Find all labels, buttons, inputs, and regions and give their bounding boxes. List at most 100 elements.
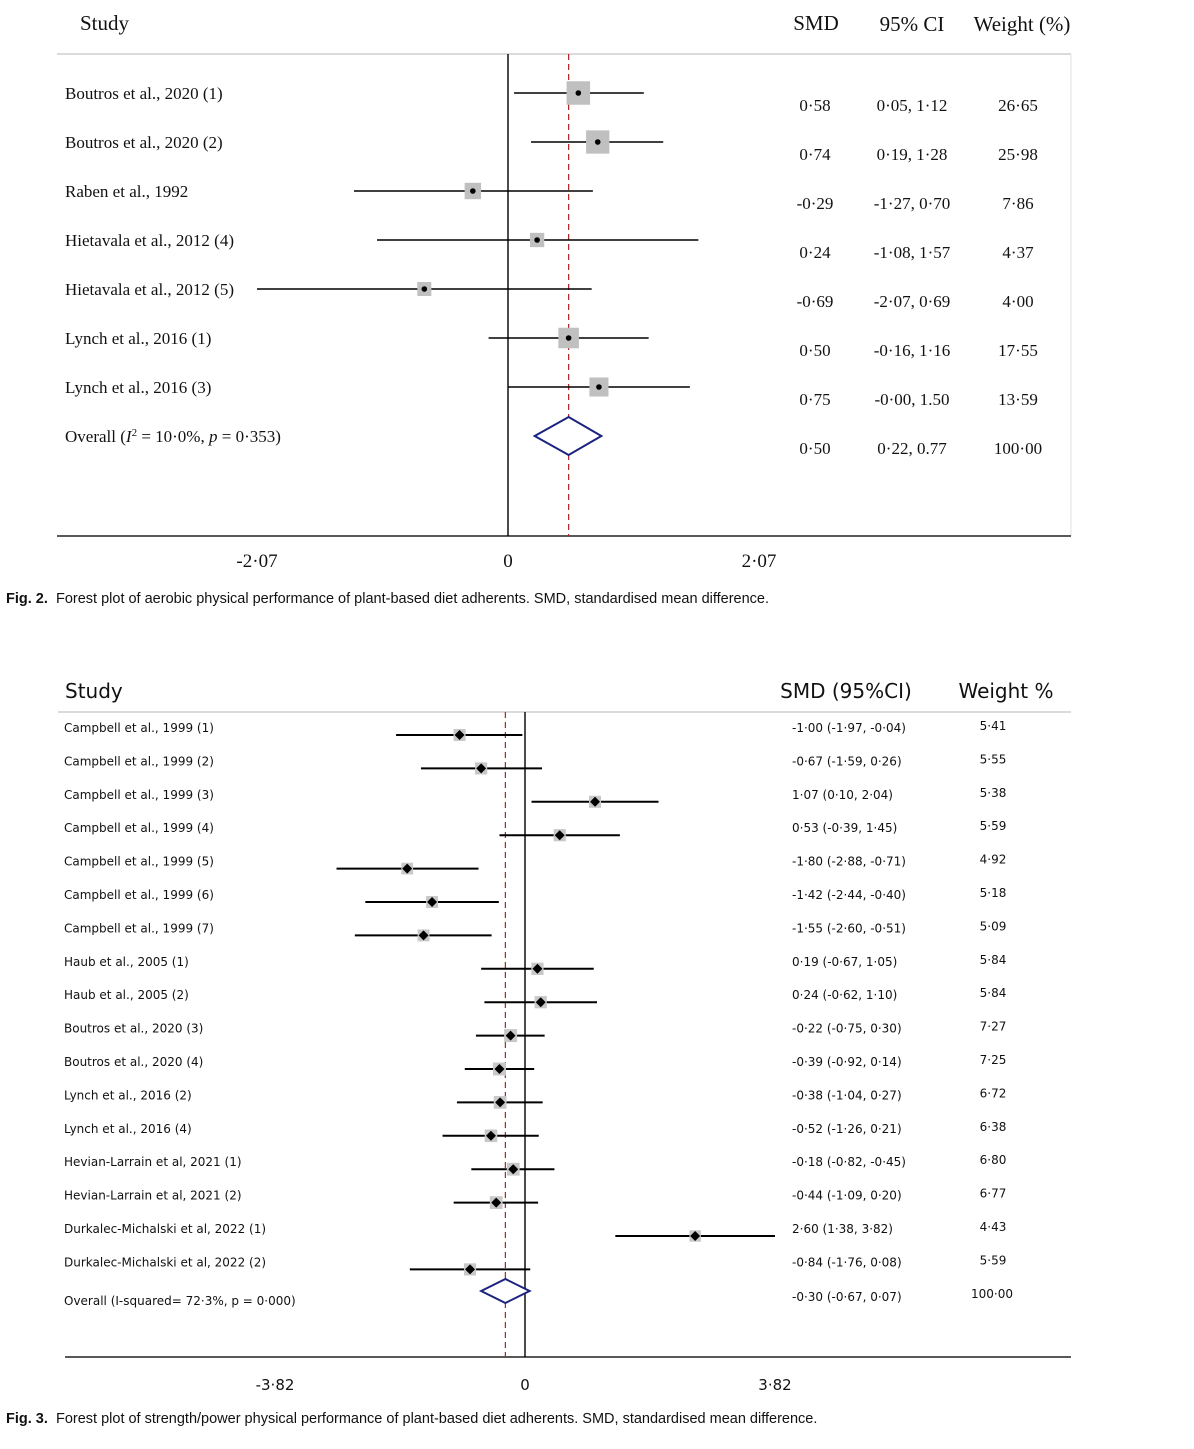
- smd-ci-value: 0·53 (-0·39, 1·45): [792, 821, 897, 835]
- smd-ci-value: -1·55 (-2·60, -0·51): [792, 921, 906, 935]
- point-estimate: [470, 188, 476, 194]
- study-label: Lynch et al., 2016 (2): [64, 1088, 192, 1102]
- weight-value: 5·59: [980, 1253, 1007, 1267]
- point-estimate: [505, 1030, 516, 1041]
- figure-2-text: Forest plot of aerobic physical performa…: [55, 591, 770, 607]
- weight-value: 5·55: [980, 752, 1007, 766]
- x-tick-label: 3·82: [758, 1376, 791, 1394]
- point-estimate: [427, 897, 438, 907]
- header-smd: SMD: [793, 11, 839, 35]
- study-label: Lynch et al., 2016 (3): [65, 378, 211, 397]
- forest-plot-aerobic: Study SMD 95% CI Weight (%) Boutros et al., …: [0, 0, 1194, 600]
- study-label: Boutros et al., 2020 (4): [64, 1055, 203, 1069]
- weight-value: 5·84: [980, 986, 1007, 1000]
- header-study: Study: [80, 11, 130, 35]
- weight-value: 6·72: [980, 1086, 1007, 1100]
- overall-label-part: = 0·353): [217, 427, 280, 446]
- smd-value: 0·75: [799, 390, 830, 409]
- header-study: Study: [65, 679, 123, 703]
- point-estimate: [494, 1064, 505, 1074]
- overall-label: Overall (I-squared= 72·3%, p = 0·000): [64, 1294, 296, 1308]
- overall-label-part: Overall (: [65, 427, 126, 446]
- point-estimate: [590, 796, 601, 807]
- point-estimate: [575, 90, 582, 96]
- study-label: Campbell et al., 1999 (4): [64, 821, 214, 835]
- x-tick-label: -2·07: [236, 551, 277, 572]
- smd-ci-value: -0·22 (-0·75, 0·30): [792, 1022, 902, 1036]
- study-label: Campbell et al., 1999 (6): [64, 888, 214, 902]
- weight-value: 4·92: [980, 853, 1007, 867]
- weight-value: 7·27: [980, 1020, 1007, 1034]
- smd-ci-value: -1·80 (-2·88, -0·71): [792, 855, 906, 869]
- study-label: Lynch et al., 2016 (4): [64, 1122, 192, 1136]
- figure-2-label: Fig. 2.: [6, 591, 48, 607]
- point-estimate: [508, 1164, 519, 1175]
- ci-value: 0·19, 1·28: [877, 145, 948, 164]
- study-label: Haub et al., 2005 (1): [64, 955, 189, 969]
- weight-value: 5·59: [980, 819, 1007, 833]
- overall-label-part: I: [125, 427, 133, 446]
- smd-ci-value: 0·24 (-0·62, 1·10): [792, 988, 897, 1002]
- weight-value: 4·00: [1002, 292, 1033, 311]
- header-weight: Weight (%): [974, 12, 1071, 36]
- study-label: Campbell et al., 1999 (7): [64, 921, 214, 935]
- header-smd-ci: SMD (95%CI): [780, 679, 912, 703]
- weight-value: 4·37: [1002, 243, 1034, 262]
- ci-value: -0·16, 1·16: [874, 341, 950, 360]
- weight-value: 6·80: [980, 1153, 1007, 1167]
- smd-ci-value: -0·52 (-1·26, 0·21): [792, 1122, 902, 1136]
- overall-diamond: [532, 415, 604, 457]
- smd-ci-value: -0·67 (-1·59, 0·26): [792, 754, 902, 768]
- forest-plot-strength-svg: Study SMD (95%CI) Weight % Campbell et al.,…: [58, 679, 1071, 1394]
- ci-value: 0·05, 1·12: [877, 96, 948, 115]
- point-estimate: [465, 1264, 476, 1275]
- overall-smd-ci-value: -0·30 (-0·67, 0·07): [792, 1290, 902, 1304]
- point-estimate: [495, 1097, 506, 1108]
- smd-ci-value: -0·39 (-0·92, 0·14): [792, 1055, 902, 1069]
- smd-ci-value: -0·38 (-1·04, 0·27): [792, 1088, 902, 1102]
- figure-2-caption: Fig. 2. Forest plot of aerobic physical …: [6, 591, 769, 607]
- smd-ci-value: 2·60 (1·38, 3·82): [792, 1222, 893, 1236]
- study-label: Campbell et al., 1999 (1): [64, 721, 214, 735]
- x-tick-label: -3·82: [256, 1376, 295, 1394]
- smd-ci-value: -1·00 (-1·97, -0·04): [792, 721, 906, 735]
- study-label: Durkalec-Michalski et al, 2022 (1): [64, 1222, 266, 1236]
- point-estimate: [565, 335, 572, 341]
- forest-plot-strength: Study SMD (95%CI) Weight % Campbell et al.,…: [0, 667, 1194, 1417]
- overall-ci-value: 0·22, 0.77: [877, 439, 947, 458]
- overall-weight-value: 100·00: [994, 439, 1042, 458]
- smd-value: 0·24: [799, 243, 831, 262]
- point-estimate: [535, 997, 546, 1008]
- study-label: Haub et al., 2005 (2): [64, 988, 189, 1002]
- smd-ci-value: 1·07 (0·10, 2·04): [792, 788, 893, 802]
- study-label: Hietavala et al., 2012 (4): [65, 231, 234, 250]
- overall-label: Overall (I2 = 10·0%, p = 0·353): [65, 427, 281, 446]
- smd-value: -0·29: [797, 194, 834, 213]
- point-estimate: [532, 963, 543, 974]
- weight-value: 5·84: [980, 953, 1007, 967]
- point-estimate: [554, 830, 565, 841]
- study-label: Hietavala et al., 2012 (5): [65, 280, 234, 299]
- weight-value: 6·77: [980, 1187, 1007, 1201]
- study-label: Boutros et al., 2020 (2): [65, 133, 223, 152]
- point-estimate: [402, 863, 413, 874]
- smd-ci-value: -0·44 (-1·09, 0·20): [792, 1189, 902, 1203]
- point-estimate: [594, 139, 601, 145]
- header-ci: 95% CI: [880, 12, 945, 36]
- figure-3-label: Fig. 3.: [6, 1411, 48, 1427]
- smd-ci-value: -0·18 (-0·82, -0·45): [792, 1155, 906, 1169]
- ci-value: -2·07, 0·69: [874, 292, 950, 311]
- study-label: Boutros et al., 2020 (1): [65, 84, 223, 103]
- weight-value: 7·86: [1002, 194, 1033, 213]
- smd-ci-value: -0·84 (-1·76, 0·08): [792, 1255, 902, 1269]
- point-estimate: [418, 930, 429, 941]
- point-estimate: [534, 237, 540, 243]
- point-estimate: [485, 1130, 496, 1141]
- point-estimate: [476, 763, 487, 774]
- overall-label-part: p: [208, 427, 218, 446]
- point-estimate: [596, 384, 602, 390]
- study-label: Hevian-Larrain et al, 2021 (2): [64, 1189, 242, 1203]
- figure-3-caption: Fig. 3. Forest plot of strength/power ph…: [6, 1411, 817, 1427]
- smd-ci-value: 0·19 (-0·67, 1·05): [792, 955, 897, 969]
- study-label: Durkalec-Michalski et al, 2022 (2): [64, 1255, 266, 1269]
